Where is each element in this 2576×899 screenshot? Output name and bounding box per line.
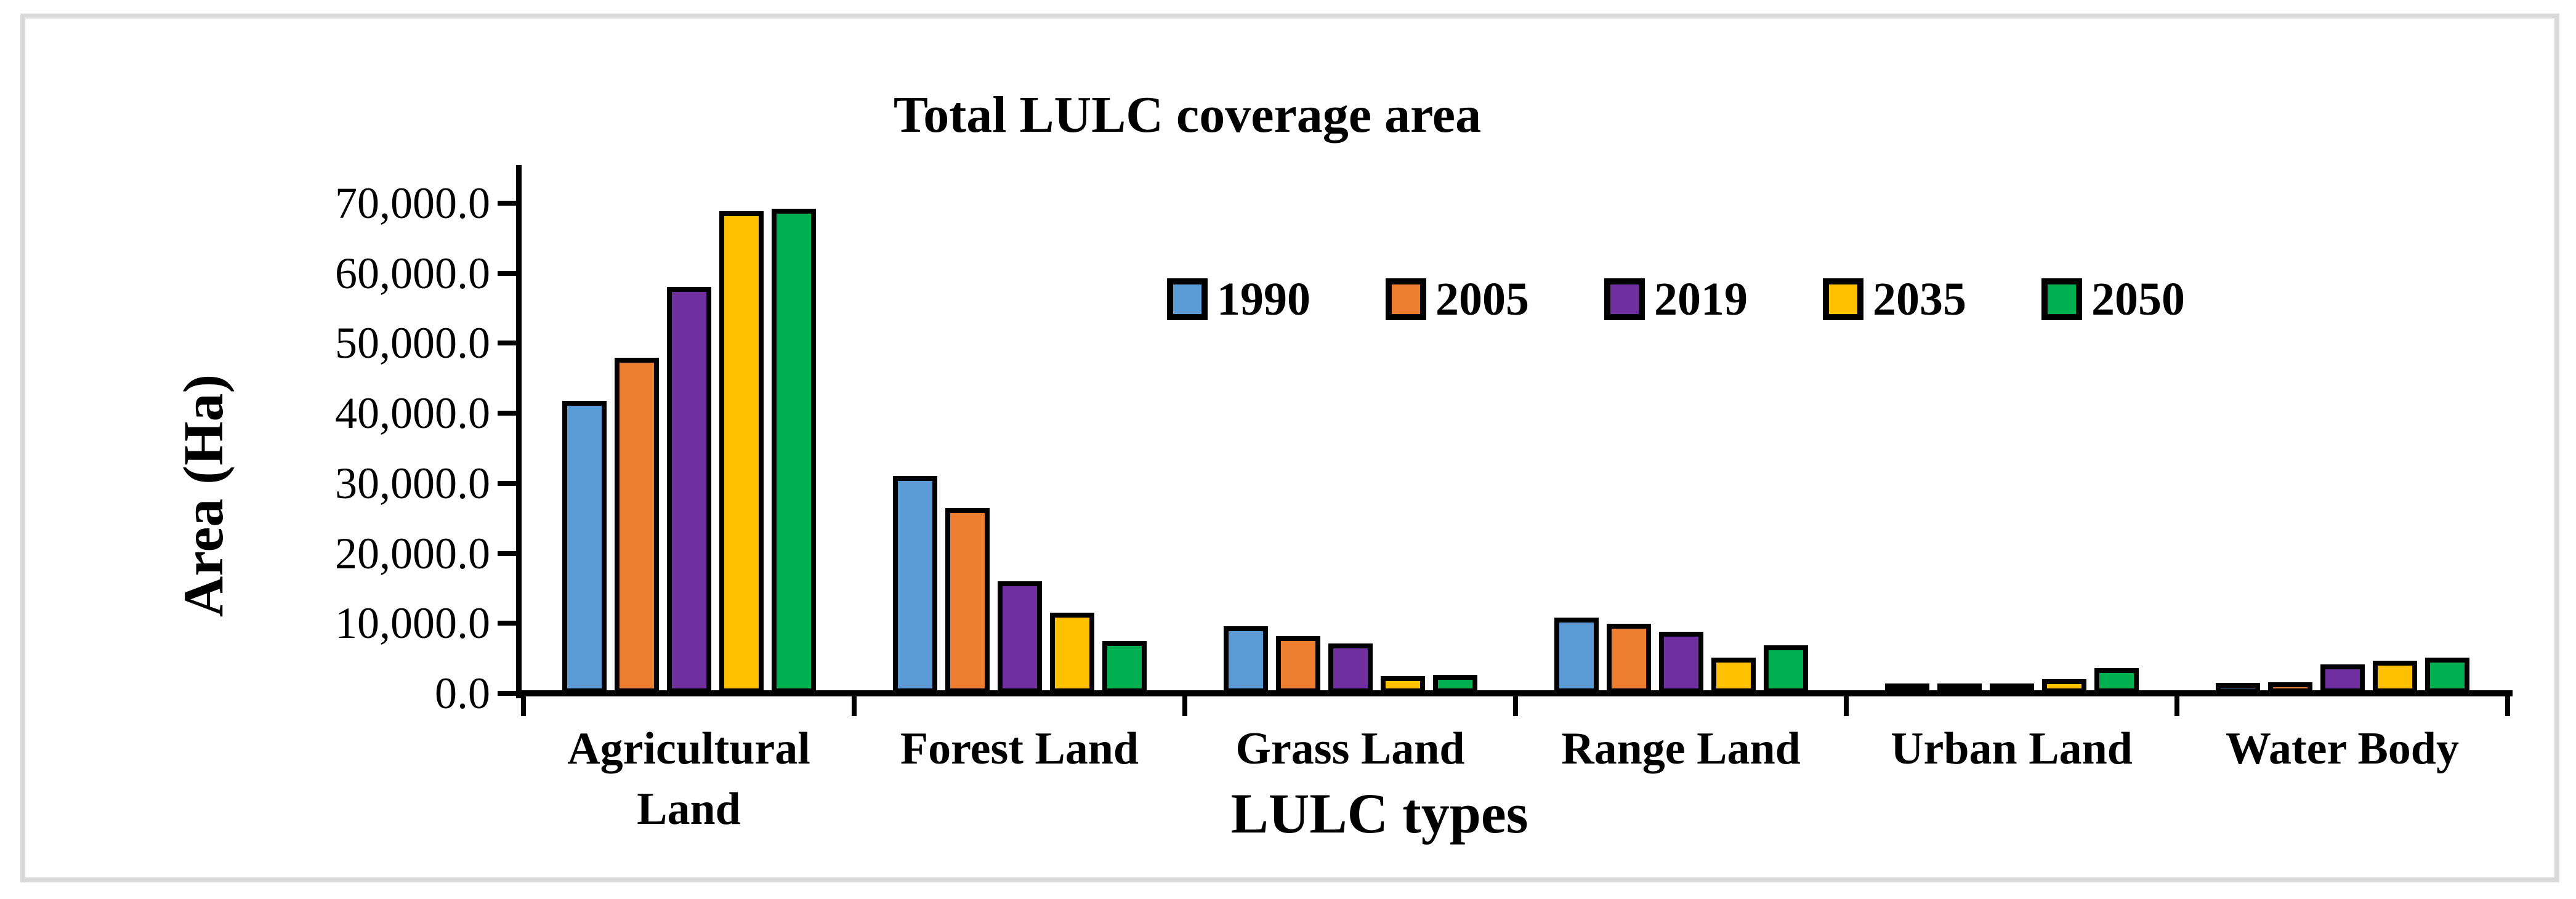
chart-title: Total LULC coverage area <box>893 86 1482 143</box>
bar-2050-agricultural-land <box>771 209 816 693</box>
bar-1990-forest-land <box>892 476 937 693</box>
legend-swatch-2019 <box>1604 278 1645 320</box>
y-tick-label: 30,000.0 <box>335 458 490 508</box>
bar-2019-grass-land <box>1328 643 1373 693</box>
legend-swatch-1990 <box>1167 278 1208 320</box>
y-tick-mark <box>498 550 516 556</box>
legend-item-2005: 2005 <box>1386 276 1529 323</box>
y-tick-mark <box>498 691 516 696</box>
legend-label-2035: 2035 <box>1873 273 1966 325</box>
bar-1990-grass-land <box>1223 626 1268 693</box>
bar-2005-grass-land <box>1275 636 1320 693</box>
y-tick-label: 40,000.0 <box>335 389 490 438</box>
x-tick-mark <box>1513 696 1518 716</box>
legend-swatch-2050 <box>2041 278 2082 320</box>
category-label-water-body: Water Body <box>2226 724 2459 774</box>
x-tick-mark <box>1182 696 1187 716</box>
bar-group-urban-land <box>1846 127 2177 693</box>
legend-label-2005: 2005 <box>1435 273 1529 325</box>
chart-frame <box>20 14 2559 882</box>
bar-2019-range-land <box>1658 632 1703 693</box>
bar-2035-grass-land <box>1380 676 1425 693</box>
y-tick-label: 70,000.0 <box>335 179 490 228</box>
x-tick-mark <box>521 696 526 716</box>
y-tick-mark <box>498 341 516 346</box>
bar-2050-urban-land <box>2094 668 2139 693</box>
bar-2035-forest-land <box>1049 613 1094 693</box>
bar-group-grass-land <box>1185 127 1516 693</box>
bar-group-agricultural-land <box>523 127 854 693</box>
category-label-range-land: Range Land <box>1561 724 1801 774</box>
y-tick-mark <box>498 201 516 206</box>
bar-group-range-land <box>1516 127 1846 693</box>
bar-1990-range-land <box>1554 618 1599 693</box>
y-tick-label: 0.0 <box>435 669 490 718</box>
bar-1990-urban-land <box>1884 683 1929 693</box>
y-tick-label: 60,000.0 <box>335 248 490 298</box>
bar-2005-forest-land <box>945 508 990 693</box>
x-tick-mark <box>2174 696 2179 716</box>
x-axis-title: LULC types <box>1230 782 1528 845</box>
x-tick-mark <box>2505 696 2510 716</box>
legend-item-2050: 2050 <box>2041 276 2185 323</box>
y-tick-label: 20,000.0 <box>335 528 490 578</box>
bar-group-water-body <box>2177 127 2508 693</box>
x-tick-mark <box>1844 696 1849 716</box>
bar-2050-water-body <box>2425 658 2469 693</box>
legend-item-2035: 2035 <box>1823 276 1966 323</box>
legend-swatch-2035 <box>1823 278 1863 320</box>
bar-2019-agricultural-land <box>666 287 711 693</box>
bar-2050-grass-land <box>1432 675 1477 693</box>
bar-2050-forest-land <box>1102 641 1147 693</box>
y-axis-line <box>516 165 522 698</box>
bar-2035-agricultural-land <box>719 211 764 693</box>
y-tick-label: 50,000.0 <box>335 318 490 368</box>
legend-item-2019: 2019 <box>1604 276 1748 323</box>
y-tick-mark <box>498 621 516 626</box>
bar-2005-urban-land <box>1937 683 1982 693</box>
x-axis-line <box>516 690 2513 696</box>
bar-2005-agricultural-land <box>614 358 659 693</box>
bar-group-forest-land <box>854 127 1185 693</box>
legend-label-2050: 2050 <box>2091 273 2185 325</box>
category-label-forest-land: Forest Land <box>900 724 1139 774</box>
legend-item-1990: 1990 <box>1167 276 1310 323</box>
y-tick-mark <box>498 270 516 276</box>
category-label-agricultural-land: Agricultural Land <box>567 724 810 834</box>
bar-2005-water-body <box>2267 682 2312 693</box>
bar-2035-range-land <box>1711 658 1756 693</box>
legend: 1990 2005 2019 2035 2050 <box>1167 276 2185 323</box>
bar-2019-urban-land <box>1989 683 2034 693</box>
bar-2050-range-land <box>1763 645 1808 693</box>
legend-swatch-2005 <box>1386 278 1426 320</box>
y-tick-mark <box>498 411 516 416</box>
category-label-urban-land: Urban Land <box>1891 724 2133 774</box>
bar-1990-agricultural-land <box>562 401 607 693</box>
bar-1990-water-body <box>2215 683 2260 693</box>
category-label-grass-land: Grass Land <box>1235 724 1465 774</box>
x-tick-mark <box>852 696 857 716</box>
bar-2019-water-body <box>2320 664 2365 693</box>
bar-2019-forest-land <box>997 581 1042 693</box>
legend-label-1990: 1990 <box>1217 273 1310 325</box>
y-tick-label: 10,000.0 <box>335 599 490 648</box>
bar-2035-water-body <box>2372 661 2417 693</box>
y-tick-mark <box>498 480 516 486</box>
legend-label-2019: 2019 <box>1654 273 1748 325</box>
bar-2005-range-land <box>1606 624 1651 693</box>
bar-2035-urban-land <box>2041 679 2086 693</box>
